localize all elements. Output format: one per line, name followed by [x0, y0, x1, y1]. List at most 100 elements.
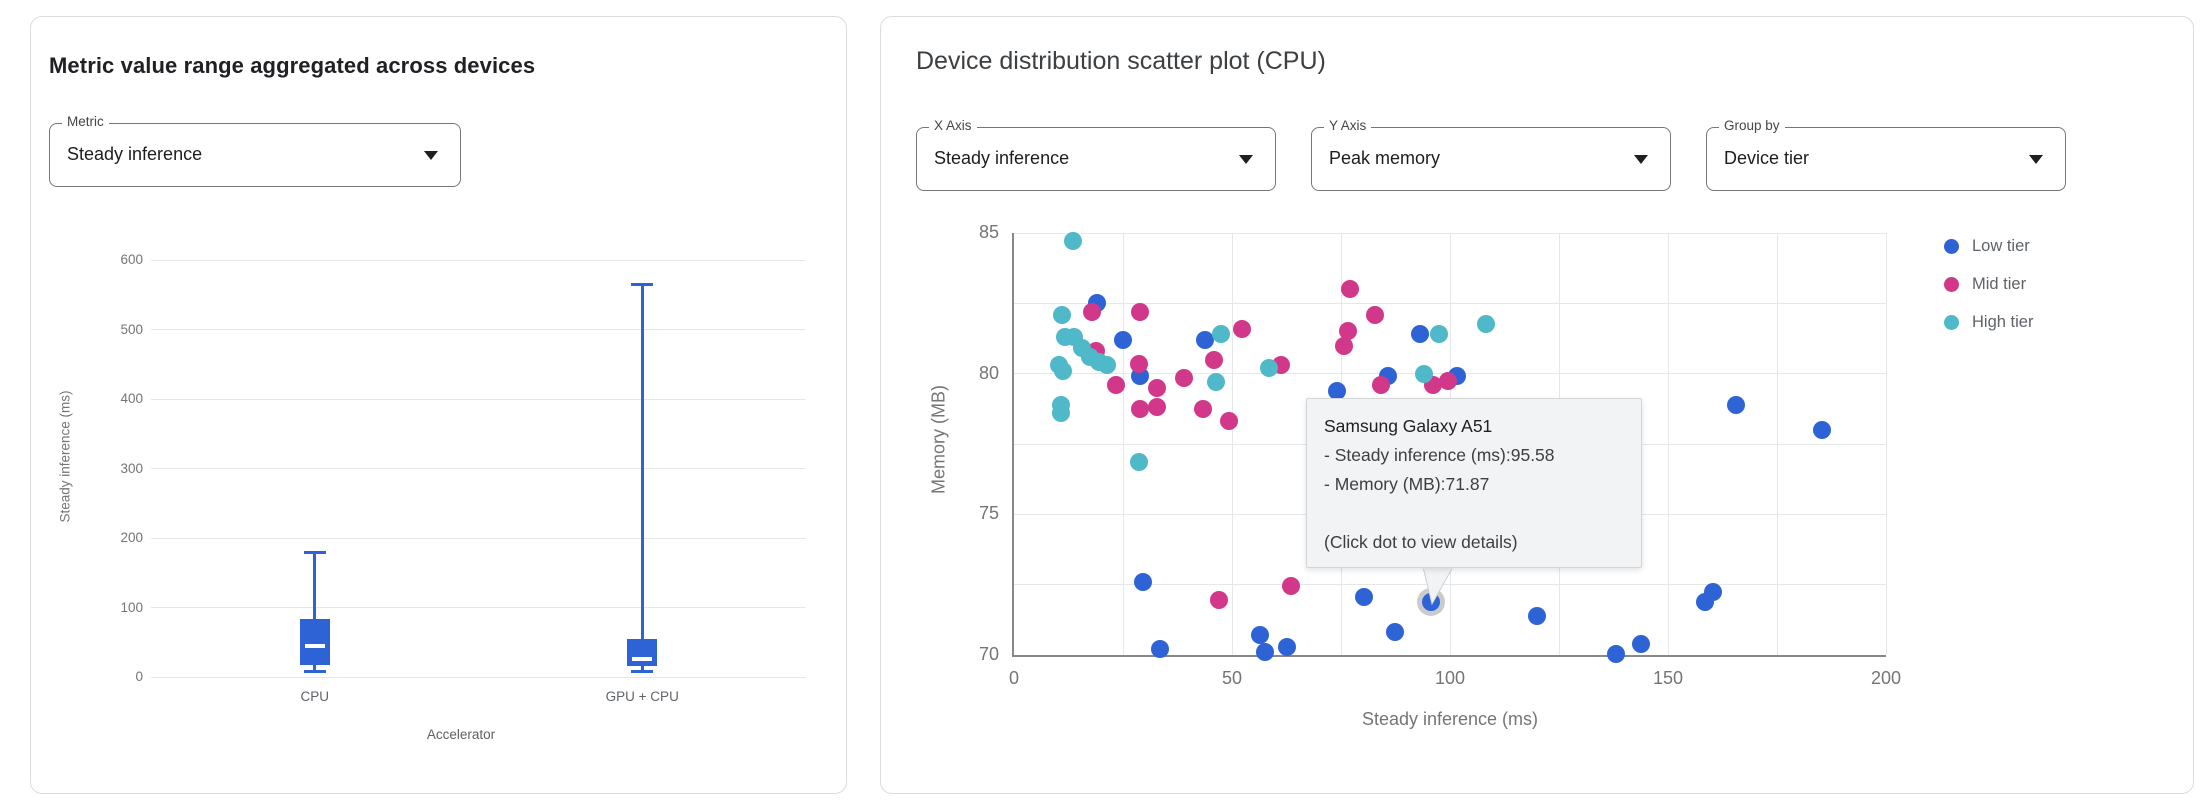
scatter-dot[interactable] — [1193, 399, 1212, 418]
legend-item-mid-tier[interactable]: Mid tier — [1944, 275, 2026, 294]
group-by-select-label: Group by — [1719, 118, 1785, 133]
tooltip-x-value: - Steady inference (ms):95.58 — [1324, 445, 1555, 465]
x-tick-label: 150 — [1652, 668, 1684, 688]
scatter-dot[interactable] — [1083, 302, 1102, 321]
legend-item-high-tier[interactable]: High tier — [1944, 313, 2033, 332]
box-median-line — [632, 656, 653, 661]
scatter-dot[interactable] — [1052, 305, 1071, 324]
box-iqr[interactable] — [627, 639, 658, 666]
scatter-dot[interactable] — [1134, 572, 1153, 591]
scatter-dot[interactable] — [1106, 375, 1125, 394]
scatter-dot[interactable] — [1812, 420, 1831, 439]
dropdown-arrow-icon — [1239, 155, 1253, 164]
y-axis-select-value: Peak memory — [1329, 148, 1441, 168]
scatter-dot[interactable] — [1195, 330, 1214, 349]
scatter-title: Device distribution scatter plot (CPU) — [916, 47, 1326, 75]
gridline — [151, 398, 806, 400]
scatter-dot[interactable] — [1438, 371, 1457, 390]
scatter-dot[interactable] — [1340, 280, 1359, 299]
scatter-dot[interactable] — [1727, 395, 1746, 414]
tooltip-pointer — [1422, 567, 1454, 606]
x-tick-label: 100 — [1434, 668, 1466, 688]
group-by-select[interactable]: Group by Device tier — [1706, 118, 2066, 191]
metric-select[interactable]: Metric Steady inference — [49, 114, 461, 187]
gridline — [1014, 302, 1886, 304]
scatter-chart: 0 50 100 150 200 70 75 80 85 — [881, 17, 2193, 793]
y-tick-label: 200 — [120, 530, 143, 545]
scatter-dot[interactable] — [1206, 373, 1225, 392]
scatter-dot[interactable] — [1130, 302, 1149, 321]
scatter-dot[interactable] — [1129, 354, 1148, 373]
dropdown-arrow-icon — [1634, 155, 1648, 164]
scatter-dot[interactable] — [1151, 640, 1170, 659]
scatter-dot[interactable] — [1704, 582, 1723, 601]
scatter-dot[interactable] — [1148, 398, 1167, 417]
box-whisker-line — [313, 551, 317, 672]
scatter-dot[interactable] — [1054, 361, 1073, 380]
scatter-dot[interactable] — [1335, 336, 1354, 355]
legend-dot-icon — [1944, 239, 1959, 254]
legend-item-low-tier[interactable]: Low tier — [1944, 237, 2030, 256]
scatter-dot[interactable] — [1355, 588, 1374, 607]
x-tick-label: 50 — [1221, 668, 1243, 688]
y-tick-label: 300 — [120, 460, 143, 476]
legend-dot-icon — [1944, 315, 1959, 330]
metric-select-label: Metric — [62, 114, 109, 129]
y-tick-label: 100 — [120, 599, 143, 615]
gridline — [151, 607, 806, 608]
scatter-dot[interactable] — [1251, 626, 1270, 645]
tooltip-device-name: Samsung Galaxy A51 — [1324, 416, 1493, 436]
scatter-dot[interactable] — [1114, 330, 1133, 349]
box-iqr[interactable] — [299, 618, 330, 666]
boxplot-chart: 0 100 200 300 400 500 600 CPU GPU + CPU — [31, 17, 846, 793]
scatter-dot[interactable] — [1476, 315, 1495, 334]
dropdown-arrow-icon — [424, 151, 438, 160]
scatter-dot[interactable] — [1219, 412, 1238, 431]
box-whisker-cap-max — [303, 550, 326, 554]
scatter-dot[interactable] — [1632, 634, 1651, 653]
gridline — [1885, 233, 1887, 655]
scatter-dot[interactable] — [1528, 606, 1547, 625]
scatter-dot[interactable] — [1385, 623, 1404, 642]
scatter-dot[interactable] — [1131, 399, 1150, 418]
x-axis-select[interactable]: X Axis Steady inference — [916, 118, 1276, 191]
scatter-dot[interactable] — [1255, 643, 1274, 662]
x-axis-select-value: Steady inference — [934, 148, 1070, 168]
y-axis-select[interactable]: Y Axis Peak memory — [1311, 118, 1671, 191]
scatter-dot[interactable] — [1410, 325, 1429, 344]
box-whisker-cap-max — [631, 283, 654, 287]
gridline — [151, 468, 806, 469]
scatter-dot[interactable] — [1260, 359, 1279, 378]
scatter-dot[interactable] — [1339, 322, 1358, 341]
scatter-dot[interactable] — [1607, 644, 1626, 663]
scatter-dot[interactable] — [1064, 232, 1083, 251]
scatter-dot[interactable] — [1414, 364, 1433, 383]
x-category-label: CPU — [300, 689, 329, 704]
scatter-dot[interactable] — [1147, 378, 1166, 397]
scatter-dot[interactable] — [1129, 453, 1148, 472]
scatter-dot[interactable] — [1327, 381, 1346, 400]
scatter-dot[interactable] — [1281, 577, 1300, 596]
dropdown-arrow-icon — [2029, 155, 2043, 164]
scatter-dot[interactable] — [1098, 356, 1117, 375]
scatter-dot[interactable] — [1209, 591, 1228, 610]
legend-label: Low tier — [1972, 237, 2030, 255]
gridline — [1014, 232, 1886, 234]
tooltip-hint: (Click dot to view details) — [1324, 532, 1518, 552]
scatter-dot[interactable] — [1233, 319, 1252, 338]
scatter-dot[interactable] — [1052, 404, 1071, 423]
scatter-card: Device distribution scatter plot (CPU) X… — [880, 16, 2194, 794]
legend-label: Mid tier — [1972, 275, 2027, 293]
metric-range-title: Metric value range aggregated across dev… — [49, 53, 536, 78]
y-tick-label: 70 — [978, 644, 999, 664]
x-axis-line — [1012, 655, 1886, 657]
box-whisker-line — [640, 284, 644, 672]
x-tick-label: 0 — [1008, 668, 1019, 688]
scatter-dot[interactable] — [1277, 637, 1296, 656]
scatter-dot[interactable] — [1371, 375, 1390, 394]
scatter-dot[interactable] — [1212, 325, 1231, 344]
scatter-dot[interactable] — [1430, 325, 1449, 344]
scatter-dot[interactable] — [1174, 368, 1193, 387]
scatter-dot[interactable] — [1365, 305, 1384, 324]
scatter-dot[interactable] — [1205, 350, 1224, 369]
